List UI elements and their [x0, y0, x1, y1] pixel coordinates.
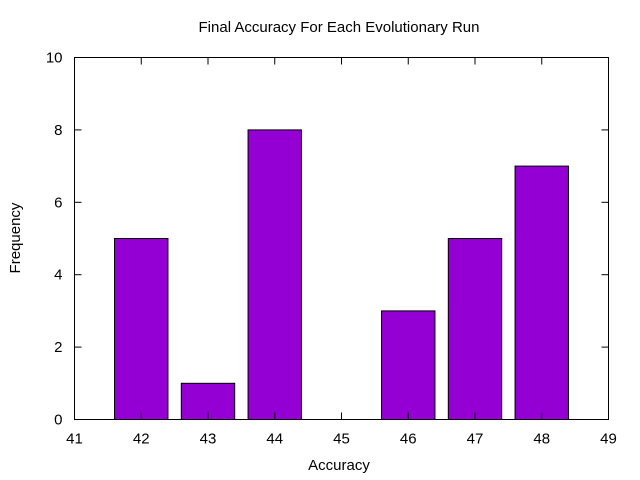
x-tick-label-43: 43: [200, 431, 217, 448]
y-tick-label-4: 4: [54, 267, 62, 284]
x-tick-label-49: 49: [600, 431, 617, 448]
x-tick-label-45: 45: [333, 431, 350, 448]
bar-48: [514, 165, 569, 420]
x-tick-label-46: 46: [400, 431, 417, 448]
bar-42: [114, 238, 169, 420]
axis-ticks: [74, 57, 609, 420]
x-tick-label-41: 41: [66, 431, 83, 448]
y-tick-label-2: 2: [54, 339, 62, 356]
y-tick-label-10: 10: [46, 50, 63, 67]
bar-47: [447, 238, 503, 420]
x-tick-label-44: 44: [266, 431, 283, 448]
x-tick-label-42: 42: [133, 431, 150, 448]
y-tick-label-8: 8: [54, 122, 62, 139]
bar-44: [247, 129, 302, 420]
bar-series: [114, 129, 569, 420]
chart-title: Final Accuracy For Each Evolutionary Run: [199, 19, 480, 36]
bar-46: [381, 310, 436, 420]
y-axis-label: Frequency: [7, 202, 24, 273]
x-axis-label: Accuracy: [308, 457, 370, 474]
y-tick-label-6: 6: [54, 194, 62, 211]
x-tick-label-48: 48: [533, 431, 550, 448]
y-tick-label-0: 0: [54, 412, 62, 429]
x-tick-label-47: 47: [467, 431, 484, 448]
